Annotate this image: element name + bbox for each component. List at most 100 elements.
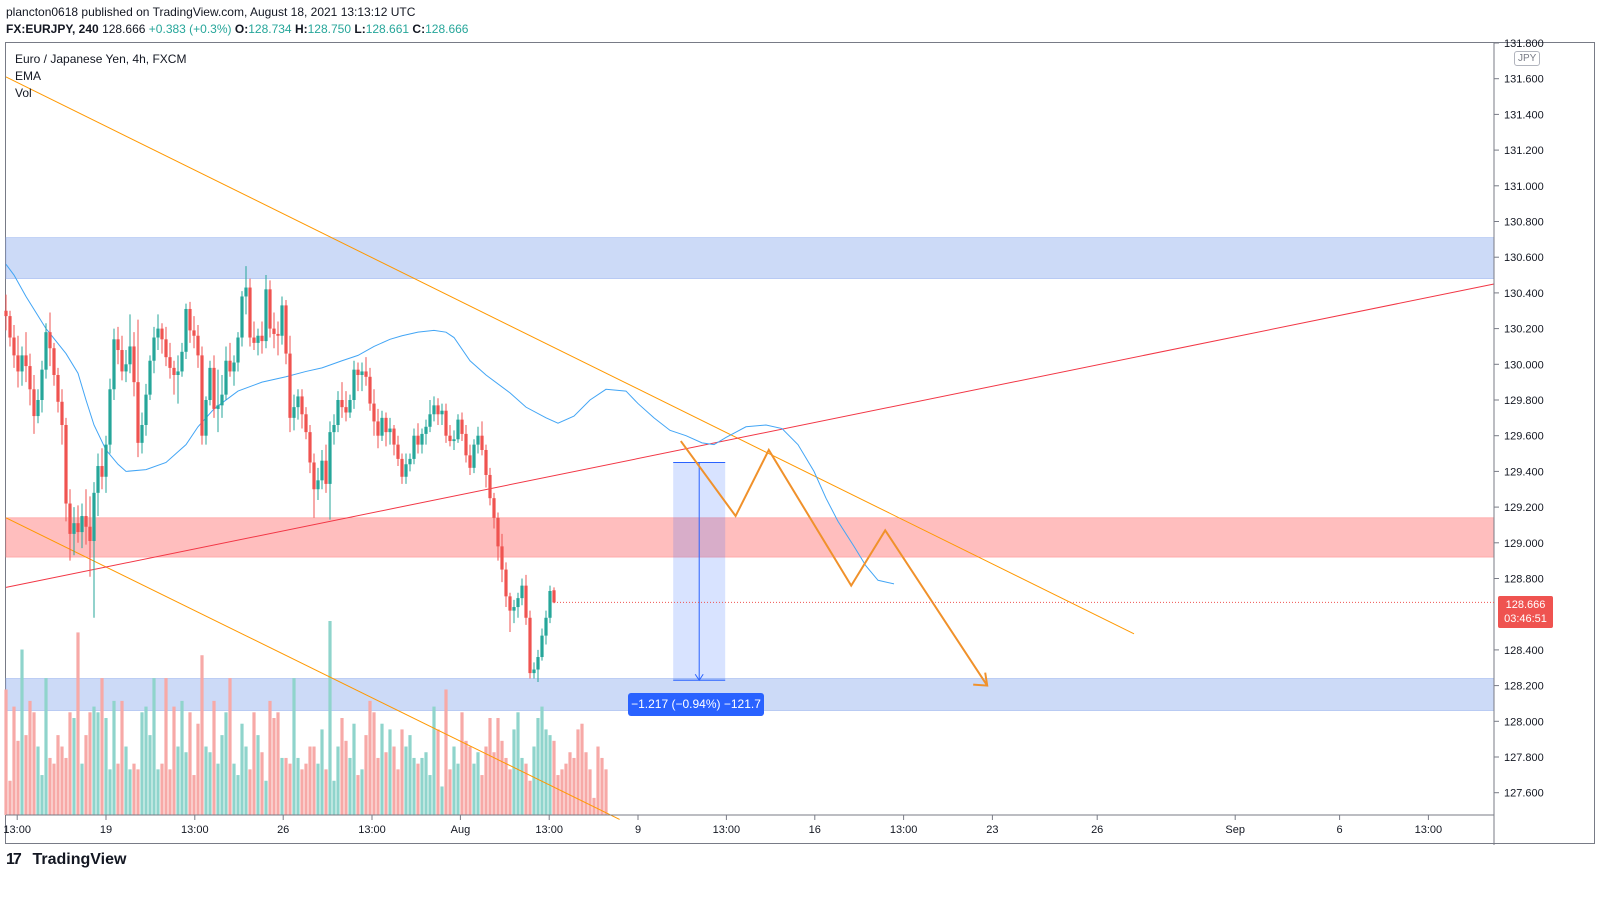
candle-body [472,444,476,468]
candle-body [488,474,492,499]
candle-body [412,435,416,459]
volume-bar [392,746,396,815]
candle-body [136,382,140,443]
candle-body [244,287,248,297]
volume-bar [348,757,352,815]
candle-body [280,305,284,336]
volume-bar [300,769,304,815]
candle-body [480,435,484,450]
time-tick-label: 9 [635,824,641,836]
candle-body [484,449,488,475]
candle-body [168,357,172,368]
volume-bar [44,678,48,815]
candle-body [260,335,264,342]
candle-body [108,389,112,445]
volume-bar [516,712,520,815]
candle-body [152,337,156,361]
volume-bar [80,763,84,815]
volume-bar [260,752,264,815]
volume-bar [88,712,92,815]
candle-body [140,424,144,443]
volume-bar [148,735,152,815]
volume-bar [112,700,116,815]
volume-bar [72,718,76,815]
volume-bar [408,735,412,815]
candle-body [444,410,448,436]
candle-body [56,375,60,402]
volume-bar [312,746,316,815]
volume-bar [68,712,72,815]
candle-body [328,432,332,484]
candle-body [376,421,380,436]
trendline-rising-support [5,283,1495,588]
volume-bar [228,678,232,815]
legend-instrument[interactable]: Euro / Japanese Yen, 4h, FXCM [15,52,187,66]
candle-body [344,407,348,413]
volume-bar [388,729,392,815]
candle-body [516,598,520,608]
volume-bar [444,689,448,815]
candle-body [128,346,132,365]
volume-bar [424,752,428,815]
currency-badge[interactable]: JPY [1514,51,1541,66]
volume-bar [492,752,496,815]
volume-bar [236,775,240,815]
volume-bar [32,712,36,815]
candle-body [236,337,240,363]
volume-bar [320,729,324,815]
close-label: C: [412,22,426,36]
volume-bar [100,678,104,815]
price-tick-label: 129.000 [1504,538,1544,550]
candle-body [320,460,324,481]
candle-body [240,296,244,338]
volume-bar [280,757,284,815]
volume-bar [124,746,128,815]
candle-body [284,305,288,354]
volume-bar [432,706,436,815]
zone-supply [5,237,1495,279]
price-tick-label: 129.600 [1504,431,1544,443]
candle-body [424,426,428,434]
symbol-ohlc-bar: FX:EURJPY, 240 128.666 +0.383 (+0.3%) O:… [6,22,468,36]
candle-body [64,424,68,504]
volume-bar [4,689,8,815]
low-value: 128.661 [365,22,410,36]
time-tick-label: 13:00 [181,824,209,836]
chart-frame[interactable] [5,42,1595,844]
candle-body [312,462,316,490]
candle-body [460,419,464,434]
price-tick-label: 129.400 [1504,466,1544,478]
candle-body [24,355,28,367]
candle-body [80,516,84,533]
bar-countdown: 03:46:51 [1504,613,1547,625]
candle-body [360,371,364,376]
volume-bar [520,757,524,815]
time-tick-label: 19 [100,824,112,836]
candle-body [228,360,232,372]
candle-body [184,308,188,352]
tradingview-logo[interactable]: 17 TradingView [6,851,126,869]
volume-bar [412,757,416,815]
candle-body [44,332,48,370]
candle-body [208,367,212,400]
candle-body [248,287,252,338]
volume-bar [200,655,204,815]
volume-bar [244,746,248,815]
price-tick-label: 128.200 [1504,681,1544,693]
volume-bar [36,746,40,815]
legend-ema[interactable]: EMA [15,69,42,83]
candle-body [300,396,304,415]
volume-bar [76,632,80,815]
price-tick-label: 128.400 [1504,645,1544,657]
volume-bar [96,712,100,815]
candle-body [88,526,92,542]
price-tick-label: 128.800 [1504,574,1544,586]
candle-body [540,635,544,658]
candle-body [408,458,412,465]
price-tick-label: 129.200 [1504,502,1544,514]
legend-volume[interactable]: Vol [15,86,32,100]
candle-body [256,335,260,343]
volume-bar [336,746,340,815]
volume-bar [316,763,320,815]
